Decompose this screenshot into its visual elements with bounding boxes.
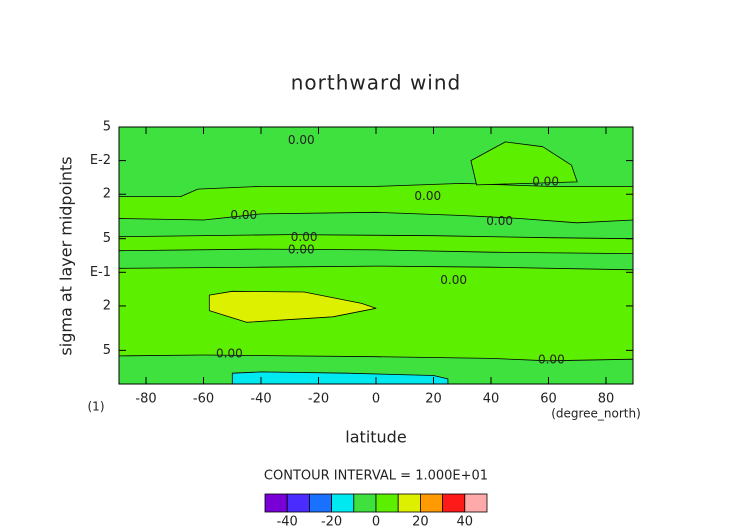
colorbar-swatch [397, 493, 421, 513]
contour-region [470, 141, 578, 186]
x-tick-label: 20 [425, 392, 442, 407]
contour-label: 0.00 [414, 189, 441, 203]
contour-label: 0.00 [486, 214, 513, 228]
x-tick-label: 80 [598, 392, 615, 407]
plot-area: 0.000.000.000.000.000.000.000.000.00 0.00 [118, 126, 634, 385]
colorbar-swatch [464, 493, 488, 513]
contour-label: 0.00 [532, 174, 559, 188]
chart-title: northward wind [291, 71, 461, 95]
colorbar-swatch [264, 493, 288, 513]
y-tick-label: 2 [103, 298, 111, 313]
x-tick-label: -80 [135, 392, 156, 407]
y-tick-label: E-1 [90, 265, 111, 280]
contour-region [119, 211, 633, 240]
colorbar-swatch [286, 493, 310, 513]
colorbar-tick-label: 40 [457, 515, 474, 530]
contour-label: 0.00 [288, 242, 315, 256]
x-tick-label: 0 [372, 392, 380, 407]
contour-label: 0.00 [538, 353, 565, 367]
contour-field: 0.000.000.000.000.000.000.000.000.00 0.00 [119, 127, 633, 384]
x-tick-label: 60 [540, 392, 557, 407]
colorbar-swatch [375, 493, 399, 513]
y-tick-label: 2 [103, 187, 111, 202]
x-axis-title: latitude [345, 428, 406, 447]
x-tick-label: 40 [483, 392, 500, 407]
colorbar-swatch [308, 493, 332, 513]
colorbar-tick-label: 0 [372, 515, 380, 530]
contour-region [208, 290, 377, 323]
contour-label: 0.00 [216, 347, 243, 361]
contour-label: 0.00 [440, 273, 467, 287]
colorbar-swatch [353, 493, 377, 513]
colorbar-tick-label: -20 [321, 515, 342, 530]
colorbar-swatch [419, 493, 443, 513]
x-tick-label: -60 [193, 392, 214, 407]
y-tick-label: 5 [103, 343, 111, 358]
y-tick-label: 5 [103, 120, 111, 135]
contour-label: 0.00 [230, 208, 257, 222]
contour-label: 0.00 [291, 230, 318, 244]
x-unit: (degree_north) [551, 407, 641, 421]
contour-region [231, 371, 449, 384]
y-axis-title: sigma at layer midpoints [57, 156, 76, 355]
colorbar-tick-label: 20 [412, 515, 429, 530]
x-tick-label: -20 [308, 392, 329, 407]
contour-label: 0.00 [288, 133, 315, 147]
colorbar-tick-label: -40 [277, 515, 298, 530]
contour-region [119, 248, 633, 271]
colorbar-swatch [442, 493, 466, 513]
interval-text: CONTOUR INTERVAL = 1.000E+01 [264, 469, 488, 484]
colorbar-swatch [331, 493, 355, 513]
x-tick-label: -40 [250, 392, 271, 407]
y-tick-label: E-2 [90, 153, 111, 168]
y-tick-label: 5 [103, 231, 111, 246]
corner-label: (1) [88, 400, 105, 414]
